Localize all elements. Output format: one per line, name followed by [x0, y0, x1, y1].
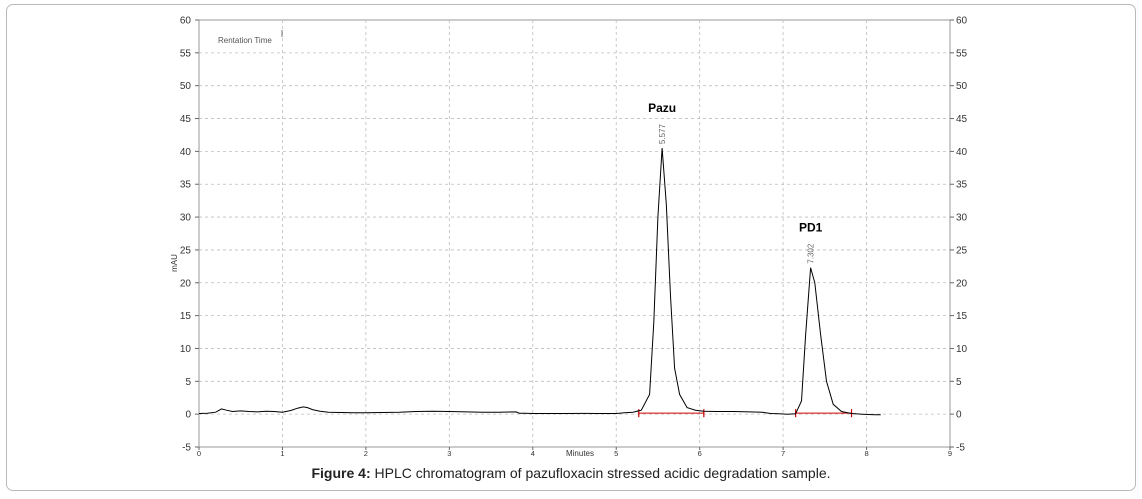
y-tick-label-left: 15 — [180, 311, 192, 322]
y-tick-label-left: 50 — [180, 81, 192, 92]
caption-text: HPLC chromatogram of pazufloxacin stress… — [370, 465, 831, 481]
y-tick-label-right: 45 — [956, 114, 968, 125]
peak-labels: Pazu 5.577 PD1 7.302 — [648, 101, 823, 264]
y-tick-label-right: 15 — [956, 311, 968, 322]
y-tick-label-right: 5 — [956, 377, 962, 388]
x-tick-label: 7 — [781, 449, 785, 458]
y-tick-label-left: 5 — [185, 377, 191, 388]
figure-caption: Figure 4: HPLC chromatogram of pazufloxa… — [0, 465, 1142, 481]
y-tick-label-right: 10 — [956, 344, 968, 355]
y-tick-label-right: 30 — [956, 213, 968, 224]
y-tick-label-left: 45 — [180, 114, 192, 125]
y-tick-label-left: 60 — [180, 16, 192, 27]
peak-name-label: PD1 — [799, 221, 823, 235]
peak-name-label: Pazu — [648, 101, 676, 115]
y-tick-label-right: 50 — [956, 81, 968, 92]
y-tick-label-right: 0 — [956, 410, 962, 421]
y-tick-label-left: 35 — [180, 180, 192, 191]
y-tick-label-right: -5 — [956, 443, 965, 454]
x-tick-label: 8 — [864, 449, 868, 458]
peak-retention-time-label: 7.302 — [807, 243, 816, 264]
figure-frame — [6, 4, 1136, 491]
x-tick-label: 4 — [531, 449, 535, 458]
peak-retention-time-label: 5.577 — [658, 124, 667, 145]
y-tick-label-left: 30 — [180, 213, 192, 224]
y-tick-label-left: 40 — [180, 147, 192, 158]
y-tick-label-right: 20 — [956, 278, 968, 289]
x-tick-label: 6 — [698, 449, 702, 458]
x-tick-label: 9 — [948, 449, 952, 458]
y-tick-label-right: 35 — [956, 180, 968, 191]
x-axis-title: Minutes — [566, 449, 594, 458]
y-axis-title: mAU — [170, 254, 179, 272]
y-tick-label-left: 10 — [180, 344, 192, 355]
caption-label: Figure 4: — [311, 465, 371, 481]
x-tick-label: 1 — [280, 449, 284, 458]
y-tick-label-left: 25 — [180, 245, 192, 256]
plot-area — [198, 19, 951, 448]
grid-lines — [195, 19, 954, 450]
retention-time-legend: Rentation Time — [218, 36, 272, 45]
x-tick-label: 2 — [364, 449, 368, 458]
x-tick-label: 5 — [614, 449, 618, 458]
chromatogram-trace — [198, 148, 881, 416]
y-tick-label-left: 55 — [180, 48, 192, 59]
y-tick-label-left: 0 — [185, 410, 191, 421]
x-tick-label: 0 — [197, 449, 201, 458]
y-tick-label-right: 55 — [956, 48, 968, 59]
y-tick-label-right: 60 — [956, 16, 968, 27]
y-tick-label-left: 20 — [180, 278, 192, 289]
x-tick-label: 3 — [447, 449, 451, 458]
y-tick-label-right: 25 — [956, 245, 968, 256]
y-tick-label-right: 40 — [956, 147, 968, 158]
y-tick-label-left: -5 — [182, 443, 191, 454]
